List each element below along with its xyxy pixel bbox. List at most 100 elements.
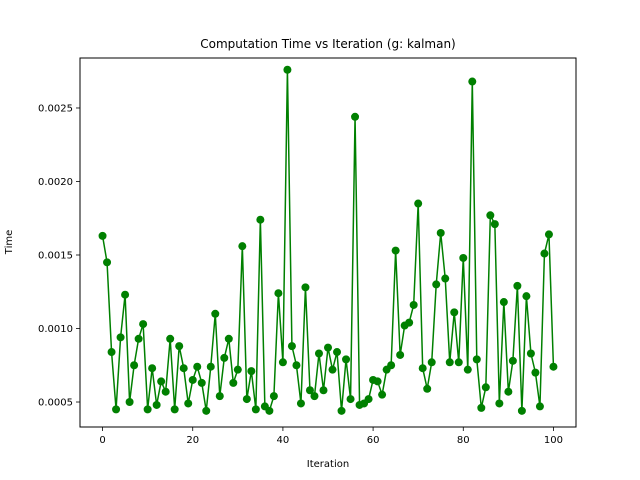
data-point bbox=[441, 274, 450, 283]
data-point bbox=[134, 334, 143, 343]
data-point bbox=[269, 392, 278, 401]
data-point bbox=[531, 368, 540, 377]
data-point bbox=[337, 406, 346, 415]
x-axis-ticks: 0 20 40 60 80 100 bbox=[99, 427, 563, 446]
data-point bbox=[256, 215, 265, 224]
data-point bbox=[549, 362, 558, 371]
x-tick-label: 0 bbox=[99, 435, 105, 446]
data-point bbox=[305, 386, 314, 395]
data-point bbox=[274, 289, 283, 298]
data-point bbox=[179, 364, 188, 373]
data-point bbox=[472, 355, 481, 364]
data-point bbox=[414, 199, 423, 208]
data-point bbox=[396, 350, 405, 359]
data-point bbox=[287, 342, 296, 351]
data-point bbox=[161, 387, 170, 396]
data-point bbox=[292, 361, 301, 370]
y-axis-ticks: 0.0005 0.0010 0.0015 0.0020 0.0025 bbox=[38, 103, 80, 409]
data-point bbox=[423, 384, 432, 393]
data-point bbox=[220, 353, 229, 362]
data-point bbox=[463, 365, 472, 374]
data-point bbox=[233, 365, 242, 374]
data-point bbox=[197, 378, 206, 387]
x-tick-label: 80 bbox=[457, 435, 470, 446]
data-point bbox=[314, 349, 323, 358]
data-point bbox=[427, 358, 436, 367]
x-tick-label: 40 bbox=[277, 435, 290, 446]
data-point bbox=[477, 403, 486, 412]
data-point bbox=[454, 358, 463, 367]
data-point bbox=[508, 356, 517, 365]
data-point bbox=[193, 362, 202, 371]
data-point bbox=[188, 375, 197, 384]
data-point bbox=[211, 309, 220, 318]
data-point bbox=[459, 253, 468, 262]
data-point bbox=[495, 399, 504, 408]
axes-background bbox=[80, 58, 576, 427]
x-axis-label: Iteration bbox=[307, 459, 349, 470]
data-point bbox=[418, 364, 427, 373]
data-point bbox=[328, 365, 337, 374]
data-point bbox=[310, 392, 319, 401]
data-point bbox=[526, 349, 535, 358]
data-point bbox=[373, 377, 382, 386]
data-point bbox=[490, 220, 499, 229]
data-point bbox=[378, 390, 387, 399]
data-point bbox=[296, 399, 305, 408]
data-point bbox=[450, 308, 459, 317]
data-point bbox=[215, 392, 224, 401]
data-point bbox=[468, 77, 477, 86]
data-point bbox=[535, 402, 544, 411]
data-point bbox=[184, 399, 193, 408]
data-point bbox=[351, 112, 360, 121]
data-point bbox=[238, 242, 247, 251]
data-point bbox=[513, 281, 522, 290]
data-point bbox=[116, 333, 125, 342]
data-point bbox=[242, 395, 251, 404]
data-point bbox=[544, 230, 553, 239]
data-point bbox=[130, 361, 139, 370]
plot-area bbox=[80, 58, 576, 427]
data-point bbox=[206, 362, 215, 371]
y-tick-label: 0.0010 bbox=[38, 324, 73, 335]
data-point bbox=[387, 361, 396, 370]
data-point bbox=[364, 395, 373, 404]
data-point bbox=[202, 406, 211, 415]
data-point bbox=[301, 283, 310, 292]
data-point bbox=[324, 343, 332, 352]
data-point bbox=[486, 211, 495, 220]
y-tick-label: 0.0025 bbox=[38, 103, 73, 114]
data-point bbox=[265, 406, 274, 415]
data-point bbox=[98, 231, 107, 240]
data-point bbox=[481, 383, 490, 392]
data-point bbox=[125, 398, 134, 407]
data-point bbox=[346, 395, 355, 404]
data-point bbox=[170, 405, 179, 414]
data-point bbox=[333, 348, 342, 357]
data-point bbox=[148, 364, 157, 373]
data-point bbox=[107, 348, 116, 357]
y-axis-label: Time bbox=[4, 230, 15, 255]
chart-title: Computation Time vs Iteration (g: kalman… bbox=[200, 37, 455, 51]
data-point bbox=[103, 258, 112, 267]
data-point bbox=[504, 387, 513, 396]
x-tick-label: 60 bbox=[367, 435, 380, 446]
axes-border bbox=[79, 57, 577, 428]
data-point bbox=[445, 358, 454, 367]
axes-frame bbox=[79, 57, 577, 428]
data-point bbox=[247, 367, 256, 376]
data-point bbox=[251, 405, 260, 414]
data-point bbox=[409, 300, 418, 309]
y-tick-label: 0.0020 bbox=[38, 177, 73, 188]
data-point bbox=[121, 290, 130, 299]
data-point bbox=[517, 406, 526, 415]
x-tick-label: 100 bbox=[544, 435, 563, 446]
data-point bbox=[112, 405, 121, 414]
data-point bbox=[405, 318, 414, 327]
data-point bbox=[391, 246, 400, 255]
x-tick-label: 20 bbox=[186, 435, 199, 446]
data-point bbox=[540, 249, 549, 258]
data-point bbox=[342, 355, 351, 364]
data-point bbox=[224, 334, 233, 343]
